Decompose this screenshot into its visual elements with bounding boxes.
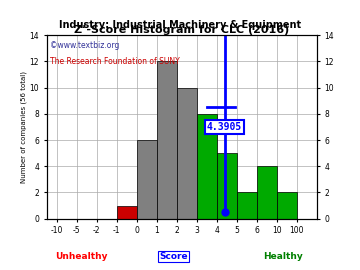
Text: Unhealthy: Unhealthy [55, 252, 107, 261]
Bar [117, 205, 137, 219]
Bar [257, 166, 277, 219]
Text: 4.3905: 4.3905 [207, 122, 242, 132]
Text: Healthy: Healthy [264, 252, 303, 261]
Bar [197, 114, 217, 219]
Bar [277, 193, 297, 219]
Text: Score: Score [159, 252, 188, 261]
Bar [217, 153, 237, 219]
Y-axis label: Number of companies (56 total): Number of companies (56 total) [20, 71, 27, 183]
Text: ©www.textbiz.org: ©www.textbiz.org [50, 40, 119, 50]
Bar [137, 140, 157, 219]
Text: The Research Foundation of SUNY: The Research Foundation of SUNY [50, 57, 179, 66]
Bar [157, 61, 177, 219]
Bar [177, 87, 197, 219]
Title: Z’-Score Histogram for CLC (2016): Z’-Score Histogram for CLC (2016) [74, 25, 289, 35]
Bar [237, 193, 257, 219]
Text: Industry: Industrial Machinery & Equipment: Industry: Industrial Machinery & Equipme… [59, 20, 301, 30]
